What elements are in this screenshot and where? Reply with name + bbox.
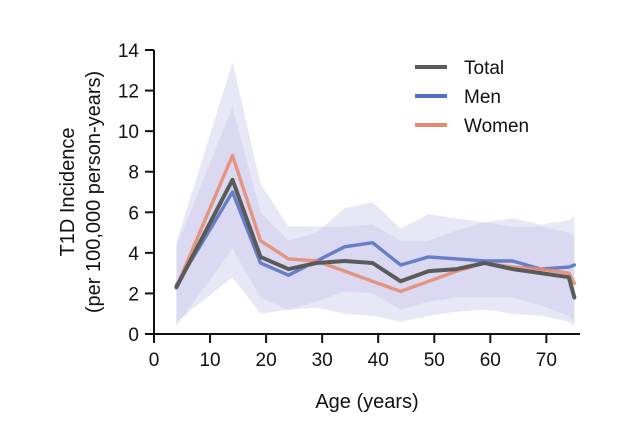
x-ticks: 0 10 20 30 40 50 60 70 (149, 334, 557, 371)
x-tick-label: 30 (312, 350, 333, 371)
y-tick-label: 12 (118, 82, 139, 103)
x-tick-label: 60 (480, 350, 501, 371)
y-tick-label: 4 (128, 244, 139, 265)
x-tick-label: 50 (424, 350, 445, 371)
y-tick-label: 6 (128, 203, 139, 224)
legend-women-label: Women (464, 116, 529, 137)
y-tick-label: 2 (128, 284, 139, 305)
x-tick-label: 10 (199, 350, 220, 371)
x-tick-label: 20 (256, 350, 277, 371)
y-axis-title-line1: T1D Incidence (57, 128, 79, 257)
legend-total-label: Total (464, 58, 504, 79)
legend: Total Men Women (415, 58, 529, 137)
y-tick-label: 10 (118, 122, 139, 143)
legend-men-label: Men (464, 87, 501, 108)
y-tick-label: 8 (128, 163, 139, 184)
series-line-women (174, 153, 577, 294)
x-tick-label: 0 (149, 350, 160, 371)
y-axis-title-line2: (per 100,000 person-years) (83, 71, 105, 313)
x-tick-label: 70 (536, 350, 557, 371)
y-ticks: 0 2 4 6 8 10 12 14 (118, 41, 154, 346)
series-line-men (174, 190, 577, 287)
y-tick-label: 0 (128, 325, 139, 346)
x-tick-label: 40 (368, 350, 389, 371)
series-lines (174, 153, 577, 300)
x-axis-title: Age (years) (315, 391, 418, 413)
y-tick-label: 14 (118, 41, 140, 62)
axes (153, 50, 580, 335)
series-line-total (174, 177, 577, 300)
